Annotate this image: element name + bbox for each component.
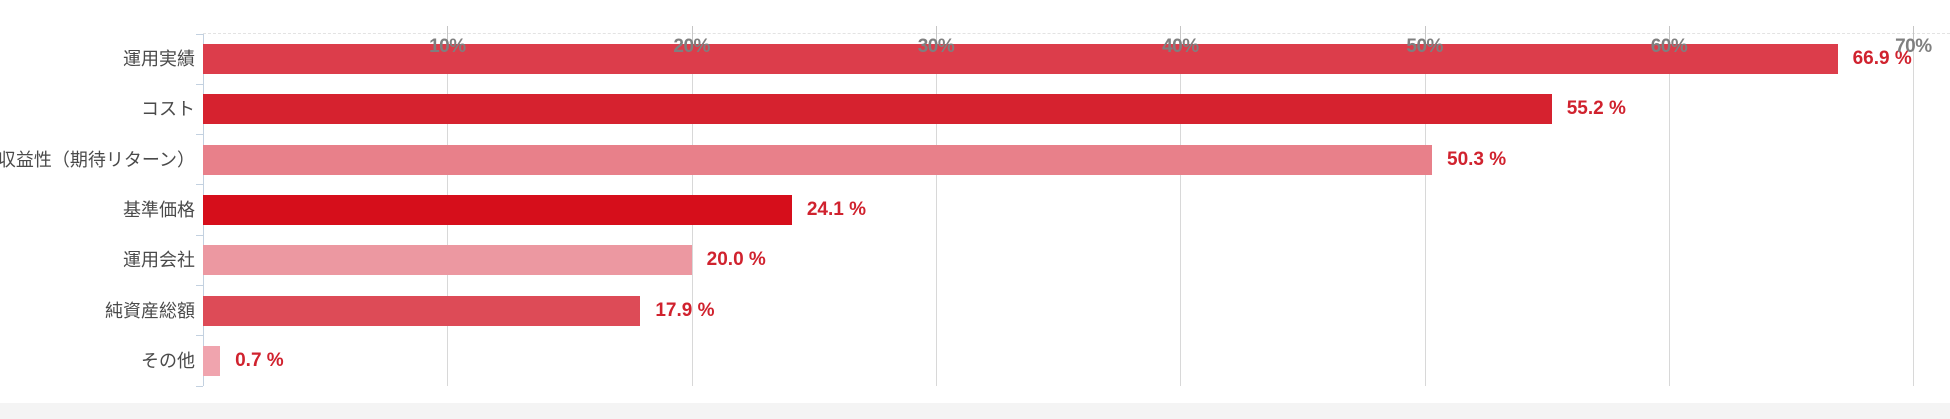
x-axis-tick-label: 20% bbox=[673, 36, 710, 57]
y-axis-tick bbox=[196, 284, 203, 286]
y-axis-tick bbox=[196, 234, 203, 236]
category-label: その他 bbox=[141, 350, 195, 371]
footer-strip bbox=[0, 403, 1950, 419]
x-axis-tick bbox=[1913, 26, 1915, 41]
y-axis-tick bbox=[196, 184, 203, 186]
plot-area: 66.9 % 55.2 % 50.3 % 24.1 % 20.0 % 17.9 % 0.7 … bbox=[196, 26, 1950, 387]
x-axis-tick-label: 50% bbox=[1406, 36, 1443, 57]
bar-2 bbox=[203, 94, 1552, 125]
y-axis-tick bbox=[196, 335, 203, 337]
x-axis-tick-label: 10% bbox=[429, 36, 466, 57]
x-axis-tick bbox=[1669, 26, 1670, 41]
y-axis-tick bbox=[196, 83, 203, 85]
category-label: 収益性（期待リターン） bbox=[0, 149, 195, 170]
x-gridline bbox=[1669, 34, 1670, 386]
bar-value-label: 55.2 % bbox=[1566, 98, 1626, 120]
x-axis-tick bbox=[691, 26, 693, 41]
x-axis-tick-label: 70% bbox=[1895, 36, 1932, 57]
bar-row: 50.3 % bbox=[203, 135, 1950, 185]
bar-value-label: 17.9 % bbox=[655, 299, 715, 321]
bar-row: 0.7 % bbox=[203, 336, 1950, 386]
y-axis-tick bbox=[196, 134, 203, 136]
x-axis-tick bbox=[1180, 26, 1182, 41]
bar-row: 66.9 % bbox=[203, 34, 1950, 84]
bar-value-label: 24.1 % bbox=[806, 198, 866, 220]
bar-value-label: 66.9 % bbox=[1852, 48, 1912, 70]
bar-4 bbox=[203, 194, 792, 225]
bar-value-label: 20.0 % bbox=[706, 249, 766, 271]
bar-row: 55.2 % bbox=[203, 84, 1950, 134]
x-gridline bbox=[1913, 34, 1915, 386]
y-axis-tick bbox=[196, 33, 203, 35]
x-axis-tick bbox=[447, 26, 449, 41]
bar-row: 17.9 % bbox=[203, 285, 1950, 335]
x-axis-tick bbox=[1424, 26, 1426, 41]
x-axis-tick-label: 40% bbox=[1162, 36, 1199, 57]
bar-row: 24.1 % bbox=[203, 185, 1950, 235]
bar-1 bbox=[203, 44, 1838, 75]
x-axis-tick-label: 30% bbox=[917, 36, 955, 57]
y-axis-tick bbox=[196, 385, 203, 387]
category-label: 純資産総額 bbox=[105, 300, 195, 321]
category-label: 運用実績 bbox=[123, 49, 195, 70]
category-labels-column: 運用実績コスト収益性（期待リターン） 基準価格運用会社純資産総額その他 bbox=[0, 33, 195, 385]
bar-value-label: 0.7 % bbox=[235, 349, 284, 371]
bar-row: 20.0 % bbox=[203, 235, 1950, 285]
x-gridline bbox=[936, 34, 937, 386]
bar-3 bbox=[203, 144, 1432, 175]
category-label: 基準価格 bbox=[123, 199, 195, 220]
x-axis-tick bbox=[936, 26, 937, 41]
bar-6 bbox=[203, 295, 641, 326]
x-gridline bbox=[1424, 34, 1426, 386]
bar-value-label: 50.3 % bbox=[1447, 148, 1507, 170]
bar-7 bbox=[203, 345, 221, 376]
x-gridline bbox=[1180, 34, 1182, 386]
bar-rows: 66.9 % 55.2 % 50.3 % 24.1 % 20.0 % 17.9 % 0.7 … bbox=[203, 34, 1950, 386]
category-label: 運用会社 bbox=[123, 250, 195, 271]
x-axis-tick-label: 60% bbox=[1650, 36, 1688, 57]
category-label: コスト bbox=[141, 99, 195, 120]
bar-5 bbox=[203, 245, 692, 276]
